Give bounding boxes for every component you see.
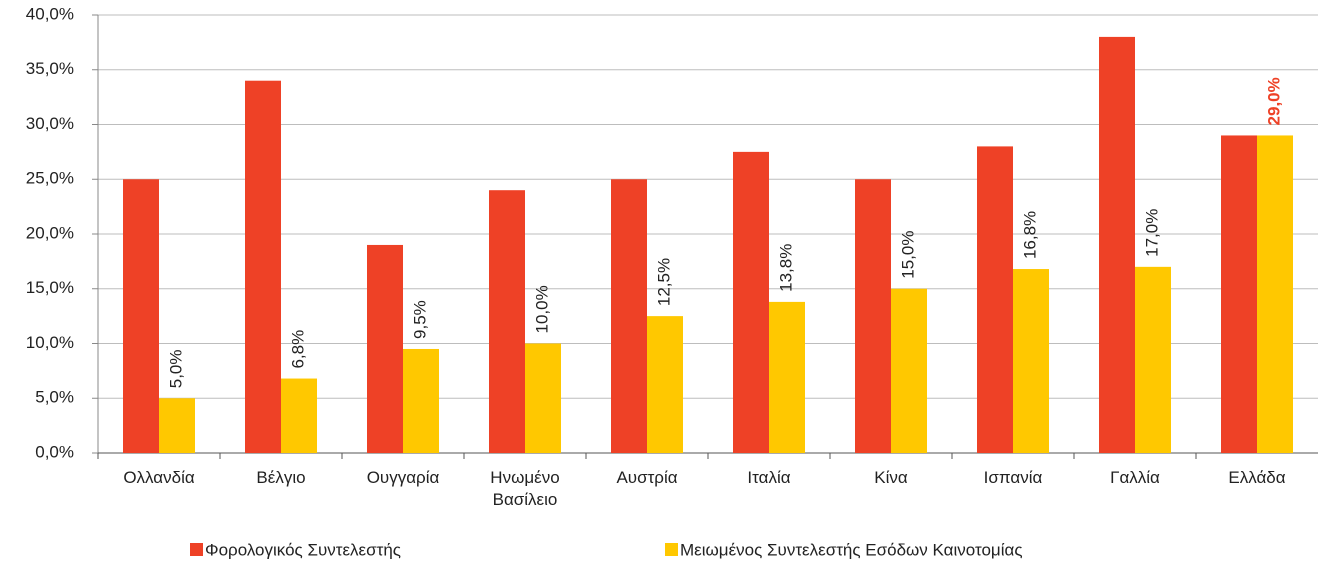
bar: [245, 80, 281, 453]
x-tick-label: Γαλλία: [1110, 468, 1160, 487]
y-tick-label: 30,0%: [26, 114, 74, 133]
value-label: 16,8%: [1020, 211, 1039, 259]
value-label: 13,8%: [776, 244, 795, 292]
bar: [855, 179, 891, 453]
bar: [403, 348, 439, 453]
y-tick-label: 35,0%: [26, 59, 74, 78]
value-label: 15,0%: [898, 231, 917, 279]
bar: [611, 179, 647, 453]
bar: [1221, 135, 1257, 453]
bar: [159, 398, 195, 453]
x-tick-label: Κίνα: [874, 468, 908, 487]
bar: [891, 288, 927, 453]
value-label: 6,8%: [288, 330, 307, 369]
value-label: 5,0%: [166, 350, 185, 389]
x-tick-label: Ισπανία: [983, 468, 1043, 487]
bar: [1099, 36, 1135, 454]
x-tick-label: Ιταλία: [747, 468, 791, 487]
x-tick-label: Ηνωμένο Βασίλειο: [490, 468, 560, 509]
y-tick-label: 10,0%: [26, 333, 74, 352]
y-tick-label: 15,0%: [26, 278, 74, 297]
bar: [647, 316, 683, 453]
legend-swatch: [190, 543, 203, 556]
bar: [1013, 269, 1049, 453]
x-tick-label: Αυστρία: [616, 468, 678, 487]
y-tick-label: 20,0%: [26, 223, 74, 242]
value-label: 10,0%: [532, 285, 551, 333]
legend-swatch: [665, 543, 678, 556]
bar: [977, 146, 1013, 453]
y-tick-label: 40,0%: [26, 4, 74, 23]
value-label: 12,5%: [654, 258, 673, 306]
x-tick-label: Ουγγαρία: [366, 468, 440, 487]
y-tick-label: 5,0%: [35, 388, 74, 407]
bar: [489, 190, 525, 453]
value-label: 9,5%: [410, 300, 429, 339]
bar: [1257, 135, 1293, 453]
bar: [1135, 266, 1171, 453]
x-tick-label: Ολλανδία: [123, 468, 195, 487]
bar: [123, 179, 159, 453]
legend-label: Φορολογικός Συντελεστής: [205, 540, 401, 559]
bar: [281, 378, 317, 453]
y-tick-label: 0,0%: [35, 442, 74, 461]
bar: [769, 301, 805, 453]
bar: [367, 244, 403, 453]
bar: [733, 151, 769, 453]
x-tick-label: Ελλάδα: [1228, 468, 1286, 487]
bar: [525, 343, 561, 453]
legend-label: Μειωμένος Συντελεστής Εσόδων Καινοτομίας: [680, 540, 1023, 559]
x-tick-label: Βέλγιο: [256, 468, 306, 487]
y-tick-label: 25,0%: [26, 169, 74, 188]
value-label: 17,0%: [1142, 209, 1161, 257]
value-label: 29,0%: [1264, 77, 1283, 125]
